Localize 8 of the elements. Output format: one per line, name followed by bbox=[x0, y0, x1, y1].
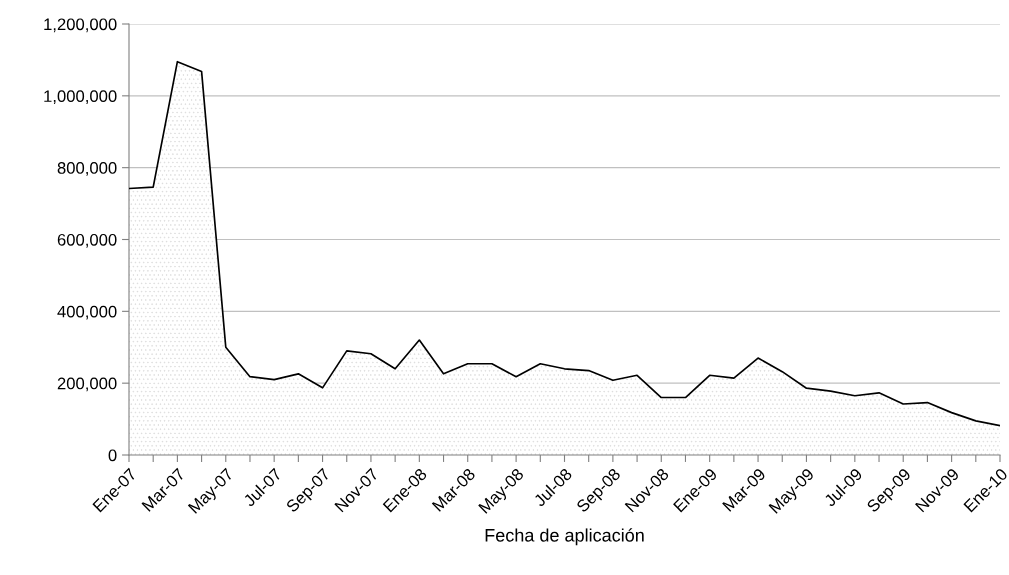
y-tick-label: 1,000,000 bbox=[44, 90, 117, 105]
y-tick-label: 400,000 bbox=[57, 305, 117, 320]
y-tick-label: 800,000 bbox=[57, 162, 117, 176]
x-axis-title: Fecha de aplicación bbox=[485, 528, 644, 546]
y-tick-label: 0 bbox=[108, 449, 117, 462]
y-tick-label: 200,000 bbox=[57, 377, 117, 392]
y-tick-label: 600,000 bbox=[57, 233, 117, 248]
y-tick-label: 1,200,000 bbox=[44, 18, 117, 33]
